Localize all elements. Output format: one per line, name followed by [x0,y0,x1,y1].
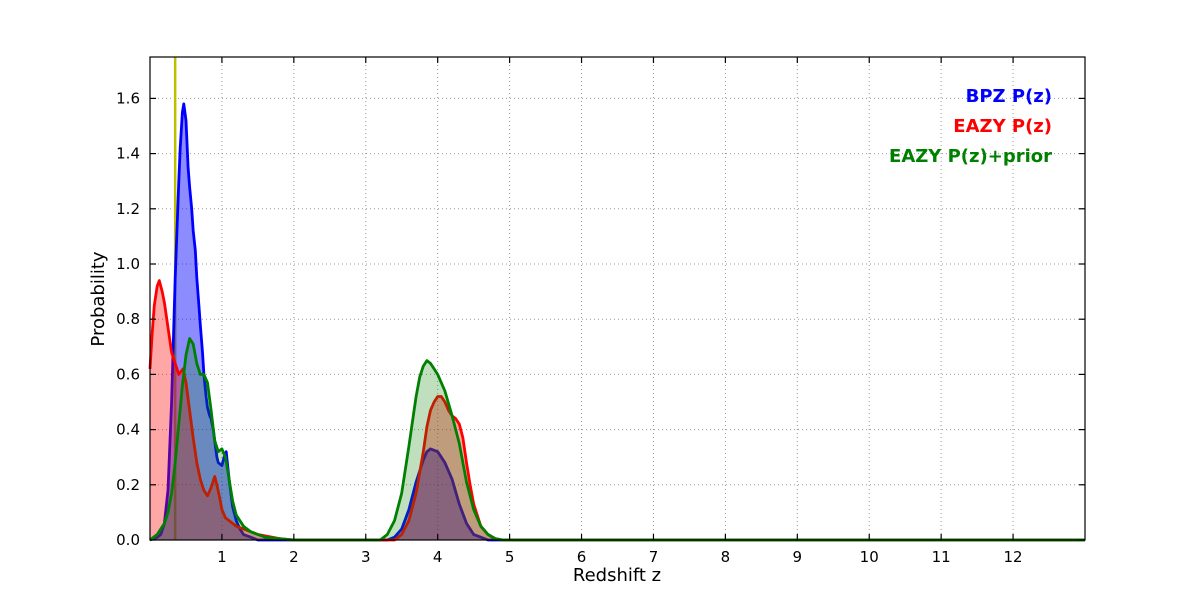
frame-layer [149,56,1086,541]
axes-frame [149,56,1086,541]
y-tick-label: 0.2 [116,476,140,494]
x-tick-label: 2 [289,548,299,566]
tick-layer [150,57,1085,541]
x-tick-label: 7 [649,548,659,566]
x-tick-label: 4 [433,548,443,566]
series-fill-eazy-p-z-prior [150,338,1085,540]
x-tick-label: 8 [721,548,731,566]
x-tick-label: 11 [932,548,951,566]
y-tick-label: 0.8 [116,310,140,328]
y-tick-label: 0.4 [116,421,140,439]
y-tick-label: 1.4 [116,145,140,163]
y-tick-label: 0.6 [116,365,140,383]
legend-entry: BPZ P(z) [965,86,1052,107]
x-tick-label: 12 [1004,548,1023,566]
legend-entry: EAZY P(z)+prior [889,146,1052,167]
y-tick-label: 1.6 [116,89,140,107]
y-axis-title: Probability [88,251,109,346]
y-tick-label: 0.0 [116,531,140,549]
legend-entry: EAZY P(z) [953,116,1052,137]
x-tick-label: 10 [860,548,879,566]
y-tick-label: 1.2 [116,200,140,218]
tick-label-layer: 1 2 3 4 5 6 7 8 9 10 11 120.00.20.40.60.81.01.21.41… [116,89,1022,566]
x-tick-label: 9 [793,548,803,566]
legend: BPZ P(z) EAZY P(z) EAZY P(z)+prior [889,82,1052,172]
x-tick-label: 5 [505,548,515,566]
series-line-eazy-p-z-prior [149,337,1085,542]
grid-layer [150,57,1085,540]
x-tick-label: 6 [577,548,587,566]
x-tick-label: 1 [217,548,227,566]
x-axis-title: Redshift z [573,565,661,586]
x-tick-label: 3 [361,548,371,566]
y-tick-label: 1.0 [116,255,140,273]
